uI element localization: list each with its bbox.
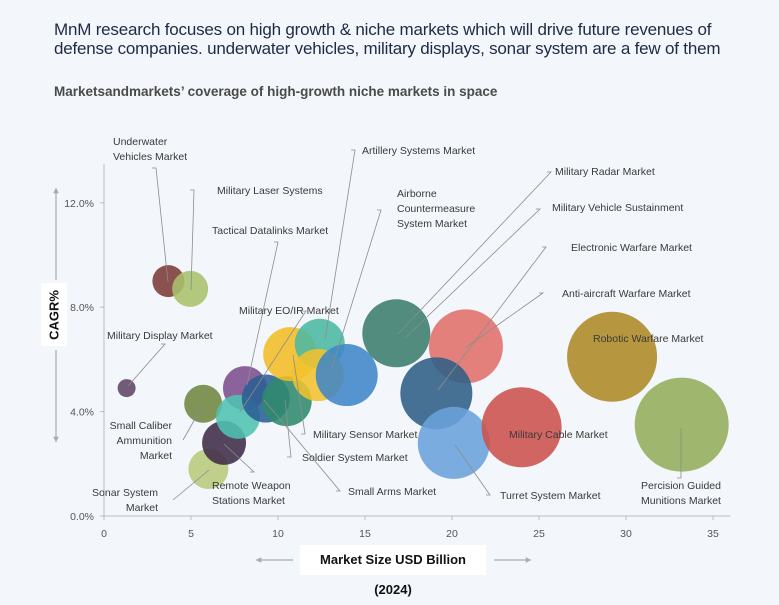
leader-line [182,404,204,441]
leader-line [263,399,341,492]
leader-line [190,189,195,291]
leader-line [397,171,552,335]
bubble-label: Ammunition [117,435,173,447]
bubble-label: Electronic Warfare Market [571,242,692,254]
x-left-arrow-head [256,557,262,563]
leader-line [437,246,547,391]
leader-line [464,292,545,349]
bubble-label: Small Caliber [110,420,173,432]
chart-subtitle: Marketsandmarkets’ coverage of high-grow… [54,84,498,99]
bubble-chart: 0 5 10 15 20 25 30 35 0.0% 4.0% 8.0% 12.0% Underwat… [53,136,731,563]
x-tick-label: 5 [188,528,194,540]
bubble-label: Military Laser Systems [217,185,323,197]
leader-line [172,469,210,501]
bubble-label: Munitions Market [641,495,721,507]
y-tick-label: 8.0% [70,302,94,314]
y-axis-title: CAGR% [41,283,67,346]
leader-line [404,208,541,339]
chart-title: MnM research focuses on high growth & ni… [54,20,721,58]
bubble[interactable]: Robotic Warfare Market [567,311,658,402]
leader-line [127,343,166,387]
leader-line [223,443,256,473]
bubble[interactable]: Military Display Market [117,379,136,398]
leader-line [292,354,306,435]
bubble-label: Small Arms Market [348,486,436,498]
bubble-label: Airborne [397,188,437,200]
x-tick-label: 30 [620,528,632,540]
y-tick-label: 0.0% [70,511,94,523]
bubble-label: Military Display Market [107,330,213,342]
bubble-label: Stations Market [212,495,285,507]
leader-line [246,241,279,386]
leader-line [331,209,382,369]
bubble-label: Robotic Warfare Market [593,333,704,345]
x-axis-title: Market Size USD Billion (2024) [300,545,486,597]
bubble-label: Military Radar Market [555,166,655,178]
y-down-arrow-head [53,436,59,442]
bubble[interactable]: Percision Guided Munitions Market [634,377,729,472]
x-tick-label: 35 [707,528,719,540]
leader-line [284,399,292,458]
bubble-label: System Market [397,218,467,230]
y-tick-label: 12.0% [64,198,94,210]
bubble-label: Countermeasure [397,203,475,215]
x-tick-label: 10 [272,528,284,540]
bubble-label: Military Sensor Market [313,429,418,441]
bubble-label: Remote Weapon [212,480,291,492]
bubble-label: Market [126,502,158,514]
bubble-label: Underwater [113,136,168,148]
leader-line [239,310,307,413]
bubble-label: Anti-aircraft Warfare Market [562,288,691,300]
bubble-label: Soldier System Market [302,452,408,464]
leader-line [454,444,491,496]
bubble-label: Percision Guided [641,480,721,492]
x-right-arrow-head [525,557,531,563]
bubble[interactable]: Military Laser Systems [172,270,209,307]
bubble[interactable]: Small Caliber Ammunition Market [184,384,223,423]
bubble[interactable]: Military Cable Market [481,387,562,468]
x-tick-label: 20 [446,528,458,540]
bubble-label: Artillery Systems Market [362,145,475,157]
bubble[interactable]: Turret System Market [417,406,490,479]
leader-lines [127,149,682,501]
bubble-label: Vehicles Market [113,151,187,163]
bubble[interactable]: Military Vehicle Sustainment [362,299,431,368]
bubble[interactable]: Military Radar Market [315,344,378,407]
bubble-label: Turret System Market [500,490,601,502]
y-tick-label: 4.0% [70,407,94,419]
leader-line [324,149,356,341]
leader-line [677,428,682,479]
y-axis-title-text: CAGR% [46,289,62,340]
y-up-arrow-head [53,188,59,194]
x-tick-label: 15 [359,528,371,540]
axis-arrows [53,188,531,563]
axes: 0 5 10 15 20 25 30 35 0.0% 4.0% 8.0% 12.0% [64,163,731,540]
bubble-label: Tactical Datalinks Market [212,225,328,237]
leader-line [152,167,169,283]
bubble-label: Military EO/IR Market [239,305,339,317]
bubble-label: Market [140,450,172,462]
bubble-labels: Underwater Vehicles Market Military Laser … [92,136,721,514]
bubble-label: Military Cable Market [509,429,608,441]
x-tick-label: 25 [533,528,545,540]
bubble-label: Military Vehicle Sustainment [552,202,683,214]
x-tick-label: 0 [101,528,107,540]
bubble-label: Sonar System [92,487,158,499]
